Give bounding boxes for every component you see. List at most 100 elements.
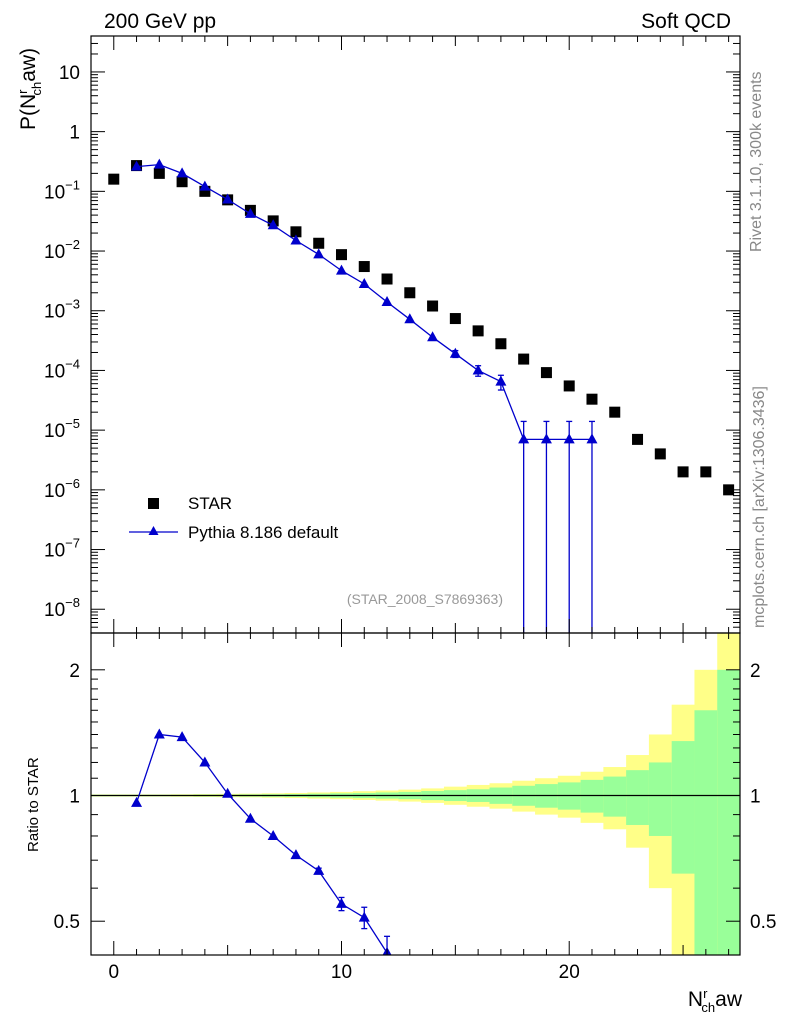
pythia-point [449,347,461,358]
star-point [199,185,211,197]
pythia-point [199,180,211,191]
x-tick-label: 0 [108,962,119,983]
pythia-point [313,248,325,259]
star-point [609,406,621,418]
star-point [700,466,712,478]
legend-marker-star [148,498,159,509]
main-y-tick-label: 1 [69,123,80,144]
legend-marker-pythia [148,526,159,535]
star-point [108,173,120,185]
band-inner [626,770,650,825]
pythia-point [267,219,279,230]
pythia-point [404,313,416,324]
pythia-point [358,278,370,289]
pythia-point [427,331,439,342]
ratio-y-tick-label: 0.5 [54,912,80,933]
star-point [563,380,575,392]
ratio-pythia-point [290,849,302,860]
ratio-pythia-point [153,728,165,739]
star-point [290,226,302,238]
ratio-series-group [131,728,392,955]
star-point [381,273,393,285]
header-right: Soft QCD [641,10,731,33]
band-inner [580,779,604,813]
star-point [176,176,188,188]
pythia-point [540,433,552,444]
ratio-y-tick-label: 2 [69,661,80,682]
pythia-point [153,158,165,169]
star-point [586,393,598,405]
star-point [677,466,689,478]
pythia-line [136,163,592,441]
star-point [404,287,416,299]
star-point [449,313,461,325]
main-y-tick-label: 10 [59,63,80,84]
main-y-tick-label: 10−4 [44,356,80,382]
ratio-ylabel: Ratio to STAR [25,757,42,852]
header-left: 200 GeV pp [104,10,216,33]
pythia-point [335,264,347,275]
main-y-tick-label: 10−8 [44,595,80,621]
ratio-pythia-line [135,733,388,954]
band-inner [603,776,627,817]
star-point [153,167,165,179]
main-ylabel: P(Nrchaw) [15,48,44,130]
star-point [358,261,370,273]
main-y-tick-label: 10−1 [44,177,80,203]
pythia-point [381,296,393,307]
pythia-point [176,167,188,178]
rivet-label: Rivet 3.1.10, 300k events [748,71,765,252]
star-point [654,448,666,460]
main-y-tick-label: 10−2 [44,237,80,263]
main-frame [90,35,741,634]
ratio-y-tick-label-right: 0.5 [750,912,776,933]
ratio-pythia-point [267,829,279,840]
star-point [518,353,530,365]
band-inner [648,762,673,836]
pythia-point [222,193,234,204]
pythia-point [244,207,256,218]
pythia-point [131,160,143,171]
band-inner [717,669,741,955]
svg-text:P(Nrchaw): P(Nrchaw) [15,48,44,130]
star-point [472,325,484,337]
ratio-y-tick-label: 1 [69,787,80,808]
ratio-y-tick-label-right: 1 [750,787,761,808]
ref-annotation: (STAR_2008_S7869363) [347,591,503,607]
star-point [632,433,644,445]
star-point [540,367,552,379]
mcplots-label: mcplots.cern.ch [arXiv:1306.3436] [751,386,768,628]
main-y-tick-label: 10−6 [44,476,80,502]
pythia-point [518,433,530,444]
main-y-tick-label: 10−3 [44,297,80,323]
pythia-point [563,433,575,444]
star-point [427,300,439,312]
ratio-pythia-point [244,812,256,823]
ratio-pythia-point [313,864,325,875]
ratio-frame [90,632,741,956]
star-point [313,237,325,249]
ratio-pythia-point [222,787,234,798]
star-point [495,338,507,350]
xlabel: Nr chaw [688,986,743,1015]
main-y-tick-label: 10−7 [44,536,80,562]
pythia-point [586,433,598,444]
pythia-point [472,364,484,375]
band-inner [694,710,718,955]
ratio-pythia-point [199,756,211,767]
pythia-point [495,375,507,386]
ratio-y-tick-label-right: 2 [750,661,761,682]
ratio-pythia-point [335,897,347,908]
x-tick-label: 10 [331,962,352,983]
pythia-point [290,234,302,245]
legend-label-pythia: Pythia 8.186 default [188,523,339,542]
ratio-pythia-point [131,796,143,807]
ratio-pythia-point [358,911,370,922]
ratio-pythia-point [176,731,188,742]
band-inner [671,741,695,874]
legend-label-star: STAR [188,494,232,513]
star-point [335,249,347,261]
main-y-tick-label: 10−5 [44,416,80,442]
x-tick-label: 20 [559,962,580,983]
